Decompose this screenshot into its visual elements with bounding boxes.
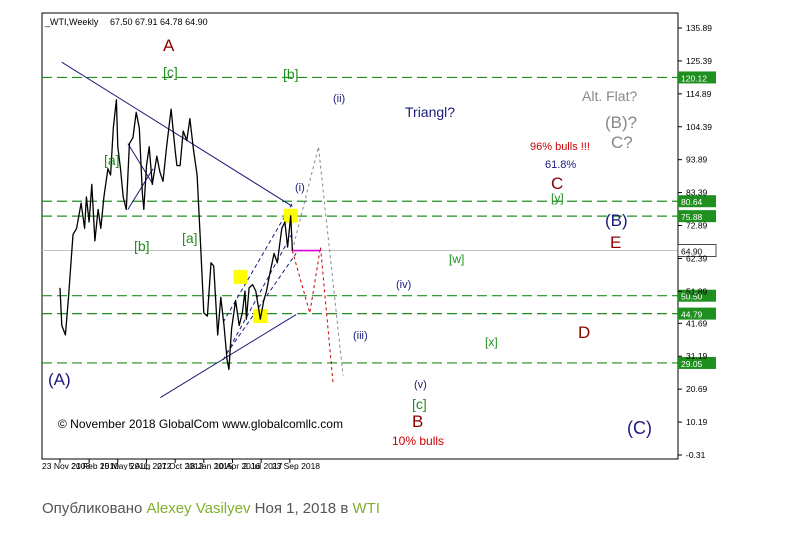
y-tick-label: 93.89: [686, 155, 708, 165]
wave-label-2: [b]: [283, 66, 299, 82]
y-tick-label: -0.31: [686, 450, 706, 460]
y-tick-label: 104.39: [686, 122, 712, 132]
wave-label-28: (C): [627, 418, 652, 438]
chart-header-ohlc: 67.50 67.91 64.78 64.90: [110, 17, 208, 27]
y-tick-label: 72.89: [686, 221, 708, 231]
y-tick-label: 125.39: [686, 56, 712, 66]
level-tag-120.12: [678, 71, 716, 84]
footer-date: Ноя 1, 2018 в: [254, 500, 349, 517]
wave-label-7: C?: [611, 133, 633, 152]
author-link[interactable]: Alexey Vasilyev: [146, 500, 251, 517]
price-series: [59, 99, 293, 371]
wave-label-23: (v): [414, 379, 427, 391]
wave-label-11: [y]: [551, 191, 564, 205]
level-tag-text-29.05: 29.05: [681, 359, 703, 369]
level-tag-text-80.64: 80.64: [681, 197, 703, 207]
wave-label-0: A: [163, 36, 175, 55]
level-tag-80.64: [678, 195, 716, 208]
y-axis-ticks: 135.89 125.39 114.89 104.39 93.89 83.39 72.89 6…: [678, 23, 712, 460]
x-tick-label: 5 Aug 2012: [128, 461, 171, 470]
horizontal-levels: 120.12 80.64 75.88 64.90 50.50 44.79 29.05: [42, 71, 717, 369]
x-tick-label: 21 Feb 2010: [71, 461, 119, 470]
y-tick-label: 10.19: [686, 417, 708, 427]
level-tag-text-75.88: 75.88: [681, 212, 703, 222]
wave-label-3: (ii): [333, 93, 345, 105]
wave-labels: A [c] [b] (ii) Triangl? Alt. Flat? (B)?C? 96% b…: [48, 36, 652, 448]
wave-label-6: (B)?: [605, 113, 637, 132]
scenario-red-path: [291, 247, 334, 386]
level-tag-75.88: [678, 210, 716, 223]
wave-label-14: [a]: [104, 152, 120, 168]
wave-label-22: D: [578, 323, 590, 342]
x-tick-label: 23 Sep 2018: [272, 461, 320, 470]
symbol-link[interactable]: WTI: [352, 500, 380, 517]
wti-weekly-chart: 120.12 80.64 75.88 64.90 50.50 44.79 29.05 135…: [41, 12, 717, 470]
small-channel-lower-line: [127, 168, 154, 210]
wave-label-13: E: [610, 233, 621, 252]
level-tag-64.90: [677, 244, 717, 257]
triangle-upper-trendline: [61, 61, 293, 207]
wave-label-16: [a]: [182, 230, 198, 246]
channel-mid-dashed: [226, 253, 297, 354]
wave-label-20: (iii): [353, 330, 368, 342]
wave-label-1: [c]: [163, 64, 178, 80]
x-tick-label: 15 May 2011: [100, 461, 149, 470]
wave-label-8: 96% bulls !!!: [530, 141, 590, 153]
y-tick-label: 62.39: [686, 253, 708, 263]
x-tick-label: 23 Nov 2008: [42, 461, 90, 470]
scenario-gray-path: [291, 146, 344, 376]
y-tick-label: 135.89: [686, 23, 712, 33]
wave-label-17: (i): [295, 182, 305, 194]
x-tick-label: 18 Jan 2015: [186, 461, 233, 470]
x-tick-label: 10 Apr 2016: [214, 461, 260, 470]
wave-label-15: [b]: [134, 238, 150, 254]
wave-label-21: [x]: [485, 335, 498, 349]
wave-label-24: [c]: [412, 396, 427, 412]
x-tick-label: 27 Oct 2013: [157, 461, 204, 470]
wave-label-9: 61.8%: [545, 159, 576, 171]
y-tick-label: 114.89: [686, 89, 712, 99]
level-tag-text-44.79: 44.79: [681, 310, 703, 320]
level-tag-text-120.12: 120.12: [681, 73, 707, 83]
wave-label-5: Alt. Flat?: [582, 88, 637, 104]
wave-label-12: (B): [605, 211, 628, 230]
wave-label-18: [w]: [449, 252, 464, 266]
level-tag-29.05: [678, 356, 716, 369]
scenario-paths: [291, 146, 344, 386]
level-tag-44.79: [678, 307, 716, 320]
wave-label-4: Triangl?: [405, 104, 455, 120]
level-tag-50.50: [678, 289, 716, 302]
wave-label-19: (iv): [396, 279, 411, 291]
x-tick-label: 2 Jul 2017: [243, 461, 282, 470]
wave-label-10: C: [551, 174, 563, 193]
price-line: [59, 99, 293, 371]
footer-prefix: Опубликовано: [42, 500, 143, 517]
chart-header-symbol: _WTI,Weekly: [44, 17, 99, 27]
triangle-lower-trendline: [160, 314, 297, 399]
level-tag-text-50.50: 50.50: [681, 292, 703, 302]
y-tick-label: 31.19: [686, 351, 708, 361]
wave-label-25: B: [412, 412, 423, 431]
y-tick-label: 41.69: [686, 318, 708, 328]
channel-upper-dashed: [222, 202, 293, 323]
chart-frame: [41, 12, 679, 460]
level-tag-text-64.90: 64.90: [681, 247, 703, 257]
y-tick-label: 51.89: [686, 286, 708, 296]
marker-w: [233, 269, 248, 284]
y-tick-label: 83.39: [686, 188, 708, 198]
wave-label-27: (A): [48, 370, 71, 389]
wave-label-26: 10% bulls: [392, 434, 444, 448]
publication-footer: Опубликовано Alexey Vasilyev Ноя 1, 2018…: [42, 500, 380, 517]
y-tick-label: 20.69: [686, 384, 708, 394]
copyright-notice: © November 2018 GlobalCom www.globalcoml…: [58, 417, 343, 431]
